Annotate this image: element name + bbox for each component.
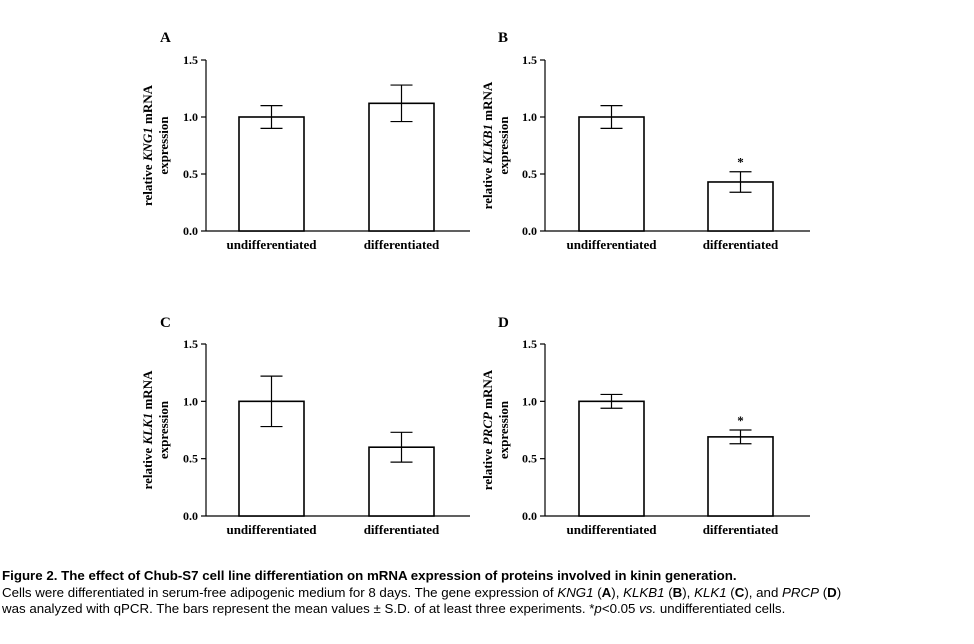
caption-segment: ), [682, 584, 695, 600]
y-tick-label: 0.0 [522, 509, 537, 523]
panel-letter: A [160, 30, 171, 46]
y-tick-label: 0.0 [183, 509, 198, 523]
y-axis-label-part: mRNA [140, 370, 155, 413]
caption-line-2: was analyzed with qPCR. The bars represe… [2, 601, 974, 618]
y-axis-label-part: mRNA [480, 369, 495, 412]
panel-letter: C [160, 315, 171, 331]
y-axis-label: relative KLK1 mRNA [140, 370, 155, 490]
y-axis-label-part: relative [140, 445, 155, 490]
y-tick-label: 0.0 [522, 224, 537, 238]
y-axis-label: relative KNG1 mRNA [140, 84, 155, 206]
y-tick-label: 0.0 [183, 224, 198, 238]
caption-segment: undifferentiated cells. [656, 601, 786, 616]
y-axis-label-part: relative [480, 164, 495, 209]
y-axis-label-part: KLK1 [140, 413, 155, 446]
y-axis-label-part: KNG1 [140, 127, 155, 162]
caption-segment: ( [819, 584, 828, 600]
caption-segment: vs. [639, 601, 657, 616]
caption-segment: D [827, 584, 837, 600]
caption-segment: ), [611, 584, 624, 600]
y-tick-label: 1.0 [183, 110, 198, 124]
bar [707, 436, 774, 517]
bar [578, 400, 645, 517]
figure-caption: Figure 2. The effect of Chub-S7 cell lin… [2, 568, 974, 618]
panel-letter: B [498, 30, 508, 46]
caption-segment: PRCP [782, 584, 819, 600]
y-axis-label-part: relative [480, 445, 495, 490]
caption-segment: KLK1 [694, 584, 727, 600]
caption-segment: p [594, 601, 602, 616]
y-axis-label-line2: expression [496, 116, 511, 175]
y-tick-label: 1.0 [522, 110, 537, 124]
bar [368, 102, 435, 232]
category-label: undifferentiated [226, 237, 317, 252]
chart-panel-a: A 0.0 0.5 1.0 1.5 undifferentiated differentia… [140, 30, 470, 252]
bar [578, 116, 645, 232]
caption-segment: B [672, 584, 683, 600]
category-label: differentiated [364, 237, 440, 252]
y-tick-label: 1.5 [522, 53, 537, 67]
chart-panel-b: B 0.0 0.5 1.0 1.5 undifferentiated differentia… [480, 30, 810, 252]
y-tick-label: 0.5 [522, 167, 537, 181]
y-tick-label: 0.5 [522, 452, 537, 466]
caption-segment: C [734, 584, 745, 600]
significance-marker: * [737, 413, 744, 428]
y-axis-label-part: mRNA [480, 81, 495, 124]
category-label: undifferentiated [566, 237, 657, 252]
y-axis-label-line2: expression [496, 400, 511, 459]
caption-title: Figure 2. The effect of Chub-S7 cell lin… [2, 568, 737, 583]
y-tick-label: 1.5 [522, 337, 537, 351]
y-tick-label: 1.0 [183, 394, 198, 408]
caption-segment: A [601, 584, 612, 600]
y-tick-label: 0.5 [183, 452, 198, 466]
significance-marker: * [737, 155, 744, 170]
caption-segment: ) [836, 584, 842, 600]
bar [238, 116, 305, 232]
caption-segment: <0.05 [601, 601, 640, 616]
caption-segment: KLKB1 [623, 584, 665, 600]
category-label: differentiated [703, 237, 779, 252]
caption-segment: ( [593, 584, 602, 600]
caption-segment: KNG1 [557, 584, 594, 600]
category-label: undifferentiated [566, 522, 657, 537]
y-axis-label-part: KLKB1 [480, 124, 495, 165]
y-axis-label-line2: expression [156, 116, 171, 175]
caption-segment: ( [664, 584, 673, 600]
caption-segment: Cells were differentiated in serum-free … [2, 584, 558, 600]
y-tick-label: 1.0 [522, 394, 537, 408]
y-axis-label: relative KLKB1 mRNA [480, 81, 495, 209]
caption-line-1: Cells were differentiated in serum-free … [2, 585, 974, 602]
y-tick-label: 0.5 [183, 167, 198, 181]
category-label: differentiated [364, 522, 440, 537]
category-label: undifferentiated [226, 522, 317, 537]
y-axis-label-part: relative [140, 161, 155, 206]
chart-panel-c: C 0.0 0.5 1.0 1.5 undifferentiated differentia… [140, 315, 470, 537]
caption-segment: ), and [744, 584, 783, 600]
y-axis-label: relative PRCP mRNA [480, 369, 495, 490]
caption-segment: was analyzed with qPCR. The bars represe… [2, 601, 595, 616]
y-axis-label-part: mRNA [140, 84, 155, 127]
y-axis-label-line2: expression [156, 400, 171, 459]
chart-panel-d: D 0.0 0.5 1.0 1.5 undifferentiated differentia… [480, 315, 810, 537]
y-tick-label: 1.5 [183, 53, 198, 67]
category-label: differentiated [703, 522, 779, 537]
y-tick-label: 1.5 [183, 337, 198, 351]
caption-segment: ( [726, 584, 735, 600]
panel-letter: D [498, 315, 509, 331]
y-axis-label-part: PRCP [480, 411, 495, 445]
